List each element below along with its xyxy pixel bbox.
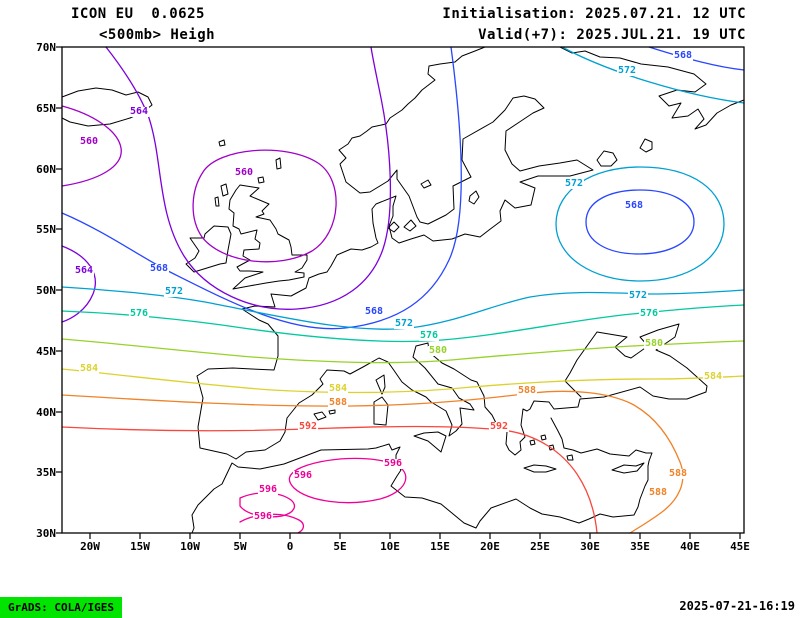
- coastline: [373, 396, 389, 426]
- level-title: <500mb> Heigh: [99, 27, 216, 43]
- coastline: [302, 409, 336, 428]
- valid-time-label: Valid(+7): 2025.JUL.21. 19 UTC: [478, 27, 746, 43]
- height-contour-572: [61, 286, 745, 330]
- coastline: [413, 431, 447, 453]
- coastline: [61, 87, 153, 127]
- height-contour-568: [585, 189, 695, 255]
- height-contour-564: [61, 245, 96, 323]
- height-contour-572: [555, 166, 725, 282]
- init-time-label: Initialisation: 2025.07.21. 12 UTC: [442, 6, 746, 22]
- coastline: [559, 46, 745, 130]
- coastline: [235, 323, 708, 460]
- coastline: [196, 46, 594, 460]
- height-contour-568: [61, 46, 462, 330]
- coastline: [611, 462, 645, 474]
- height-contour-584: [61, 368, 745, 394]
- grads-credit-badge: GrADS: COLA/IGES: [0, 597, 122, 618]
- coastline: [191, 417, 653, 534]
- height-contour-596: [288, 457, 407, 504]
- coastline: [387, 219, 417, 233]
- height-contour-572: [561, 46, 745, 104]
- coastline: [185, 225, 232, 273]
- coastline: [523, 464, 557, 473]
- coastline: [375, 374, 386, 395]
- height-contour-588: [61, 390, 684, 534]
- coastline: [228, 184, 308, 290]
- model-title: ICON EU 0.0625: [71, 6, 205, 22]
- coastline: [529, 434, 574, 461]
- height-contour-560: [61, 105, 122, 187]
- height-contour-592: [61, 425, 598, 534]
- coastline: [214, 139, 282, 207]
- height-contour-560: [192, 149, 337, 263]
- height-contour-564: [105, 46, 392, 310]
- creation-timestamp: 2025-07-21-16:19: [679, 599, 795, 613]
- height-contour-596: [239, 492, 296, 518]
- coastline: [420, 138, 653, 189]
- height-contour-568: [648, 46, 745, 71]
- map-frame: [61, 46, 745, 534]
- coastline: [468, 190, 480, 205]
